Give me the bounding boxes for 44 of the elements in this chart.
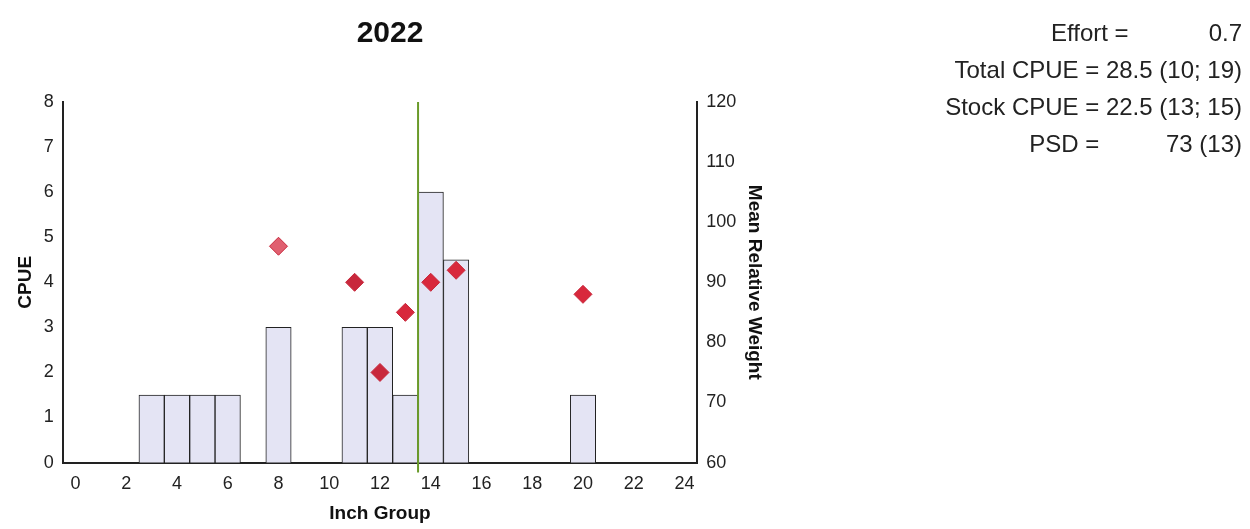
y2-tick-label: 120 [706, 90, 737, 111]
x-tick-label: 18 [522, 473, 543, 494]
x-tick-label: 12 [369, 473, 390, 494]
y-tick-label: 7 [43, 136, 54, 157]
y-tick-label: 0 [43, 451, 54, 472]
chart-title: 2022 [356, 15, 424, 49]
x-tick-label: 10 [319, 473, 340, 494]
y2-tick-label: 100 [706, 211, 737, 232]
y2-axis-title: Mean Relative Weight [745, 184, 767, 381]
x-tick-label: 6 [222, 473, 233, 494]
point [446, 260, 466, 280]
y2-tick-label: 60 [706, 451, 727, 472]
y2-tick-label: 110 [706, 151, 735, 172]
x-tick-label: 4 [171, 473, 182, 494]
y-tick-label: 6 [43, 181, 54, 202]
point [395, 302, 415, 322]
point [573, 284, 593, 304]
y-axis-title: CPUE [13, 255, 35, 309]
x-tick-label: 22 [623, 473, 644, 494]
text: PSD = 73 (13) [1028, 129, 1242, 159]
y2-tick-label: 80 [706, 331, 727, 352]
point [421, 272, 441, 292]
y2-tick-label: 90 [706, 271, 727, 292]
y-tick-label: 3 [43, 316, 54, 337]
y-tick-label: 5 [43, 226, 54, 247]
point [370, 362, 390, 382]
text: Effort = 0.7 [1050, 18, 1242, 48]
x-tick-label: 14 [420, 473, 441, 494]
text: Total CPUE = 28.5 (10; 19) [953, 55, 1242, 85]
x-tick-label: 8 [273, 473, 284, 494]
x-tick-label: 2 [121, 473, 132, 494]
point [345, 272, 365, 292]
y-tick-label: 1 [43, 406, 54, 427]
y-tick-label: 8 [43, 90, 54, 111]
x-tick-label: 20 [572, 473, 593, 494]
x-axis-title: Inch Group [329, 501, 431, 523]
x-tick-label: 24 [674, 473, 695, 494]
y2-tick-label: 70 [706, 391, 727, 412]
text: Stock CPUE = 22.5 (13; 15) [945, 92, 1242, 122]
y-tick-label: 2 [43, 361, 54, 382]
x-tick-label: 16 [471, 473, 492, 494]
x-tick-label: 0 [70, 473, 81, 494]
point [268, 236, 288, 256]
y-tick-label: 4 [43, 271, 54, 292]
